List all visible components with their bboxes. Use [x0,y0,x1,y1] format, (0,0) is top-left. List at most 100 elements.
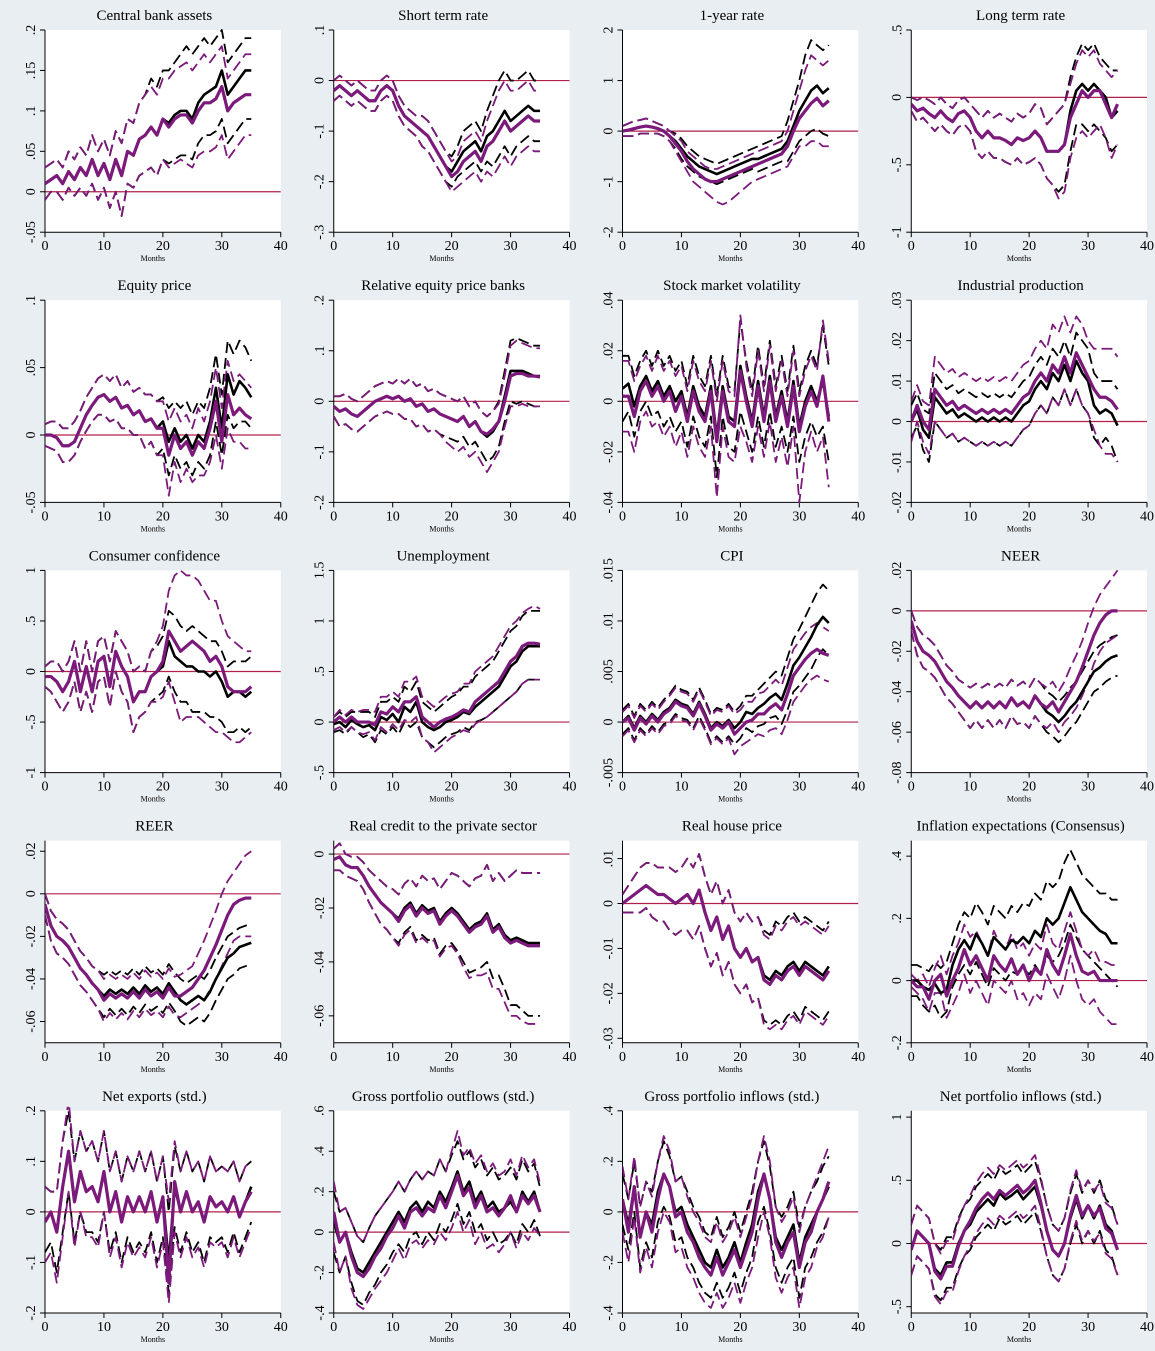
series-line-dash-black-2 [45,29,252,169]
series-line-dash-purple-5 [622,674,830,756]
y-tick-label: -.1 [313,444,328,459]
y-tick-label: .2 [313,1186,328,1197]
x-tick-label: 0 [42,1050,49,1065]
x-tick-label: 10 [386,1050,400,1065]
y-tick-label: .2 [24,1106,39,1117]
x-tick-label: 10 [386,509,400,524]
x-tick-label: 40 [274,1050,288,1065]
series-line-dash-purple-4 [45,359,252,430]
series-line-dash-black-3 [622,648,830,746]
x-axis-label: Months [429,1335,453,1344]
x-tick-label: 40 [274,1320,288,1335]
x-tick-label: 40 [1140,1320,1154,1335]
y-tick-label: -.5 [890,1299,905,1314]
series-line-dash-purple-4 [911,569,1119,693]
series-line-solid-purple-1 [333,855,541,948]
chart-title: Equity price [118,278,192,294]
x-tick-label: 40 [563,239,577,254]
y-tick-label: .15 [24,62,39,80]
series-line-dash-purple-4 [622,1135,830,1244]
y-tick-label: -.2 [24,1305,39,1320]
series-line-dash-purple-4 [622,622,830,719]
series-line-dash-purple-5 [622,1211,830,1309]
y-tick-label: -.1 [313,124,328,139]
y-tick-label: 0 [313,719,328,726]
y-tick-label: -2 [602,226,617,238]
y-tick-label: 0 [890,418,905,425]
chart-title: Gross portfolio inflows (std.) [644,1089,819,1105]
series-line-dash-purple-5 [622,907,830,1031]
y-tick-label: -.2 [602,1255,617,1270]
series-line-dash-purple-4 [911,1154,1119,1255]
series-line-dash-purple-4 [45,850,252,980]
x-axis-label: Months [141,254,165,263]
x-tick-label: 30 [215,1050,229,1065]
x-tick-label: 0 [42,780,49,795]
chart-title: Relative equity price banks [361,278,525,294]
series-line-dash-purple-4 [45,1106,252,1203]
y-tick-label: .4 [602,1106,617,1117]
x-tick-label: 20 [445,239,459,254]
x-tick-label: 40 [851,509,865,524]
chart-panel-11: NEER 0 10 20 30 40 Months -.08 -.06 -.04 -.02 0 .02 [890,548,1154,803]
y-tick-label: -.04 [313,951,328,973]
y-tick-label: 0 [313,77,328,84]
series-line-dash-purple-5 [911,110,1119,200]
series-line-solid-purple-1 [911,351,1119,432]
y-tick-label: .03 [890,291,905,309]
y-tick-label: 1 [24,567,39,574]
y-tick-label: 1 [890,1114,905,1121]
y-tick-label: .01 [602,850,617,868]
x-tick-label: 40 [274,239,288,254]
x-tick-label: 0 [908,780,915,795]
y-tick-label: -.04 [602,491,617,513]
x-axis-label: Months [718,524,742,533]
plot-area [333,1110,570,1313]
x-tick-label: 10 [674,1320,688,1335]
series-line-dash-purple-5 [45,670,252,744]
x-tick-label: 10 [963,509,977,524]
x-tick-label: 20 [445,509,459,524]
y-tick-label: .04 [602,291,617,309]
series-line-dash-purple-5 [911,630,1119,734]
y-tick-label: .01 [602,612,617,630]
x-axis-label: Months [718,1065,742,1074]
x-tick-label: 40 [563,1320,577,1335]
y-tick-label: 0 [313,398,328,405]
series-line-solid-purple-1 [45,1149,253,1285]
series-line-solid-purple-1 [911,1178,1120,1281]
chart-panel-6: Stock market volatility 0 10 20 30 40 Months -.… [602,278,866,533]
y-tick-label: -.05 [24,221,39,243]
x-tick-label: 10 [97,780,111,795]
x-tick-label: 40 [1140,780,1154,795]
series-line-solid-purple-1 [45,85,252,186]
x-tick-label: 0 [330,1320,337,1335]
plot-area [911,570,1147,773]
chart-panel-16: Net exports (std.) 0 10 20 30 40 Months -.2 -.1 0… [24,1089,288,1344]
y-tick-label: .1 [313,25,328,36]
chart-title: NEER [1001,548,1040,564]
y-tick-label: .05 [24,143,39,161]
x-axis-label: Months [141,1065,165,1074]
chart-panel-18: Gross portfolio inflows (std.) 0 10 20 30 40 M… [602,1089,866,1344]
x-tick-label: 30 [792,239,806,254]
chart-title: Net portfolio inflows (std.) [940,1089,1102,1105]
chart-title: Long term rate [976,8,1065,24]
series-line-solid-purple-1 [622,96,830,184]
chart-panel-2: 1-year rate 0 10 20 30 40 Months -2 -1 0 1 2 [602,8,866,263]
x-tick-label: 10 [674,509,688,524]
x-tick-label: 20 [733,780,747,795]
chart-panel-7: Industrial production 0 10 20 30 40 Months -.02… [890,278,1154,533]
x-tick-label: 20 [156,509,170,524]
x-tick-label: 20 [1022,780,1036,795]
x-tick-label: 10 [97,1050,111,1065]
chart-title: Consumer confidence [89,548,221,564]
x-tick-label: 20 [445,780,459,795]
x-axis-label: Months [1007,795,1031,804]
series-line-dash-purple-4 [333,1130,541,1244]
series-line-dash-purple-4 [911,315,1119,407]
series-line-dash-purple-5 [333,869,541,1025]
y-tick-label: -.02 [602,441,617,463]
series-line-solid-purple-1 [622,647,830,736]
